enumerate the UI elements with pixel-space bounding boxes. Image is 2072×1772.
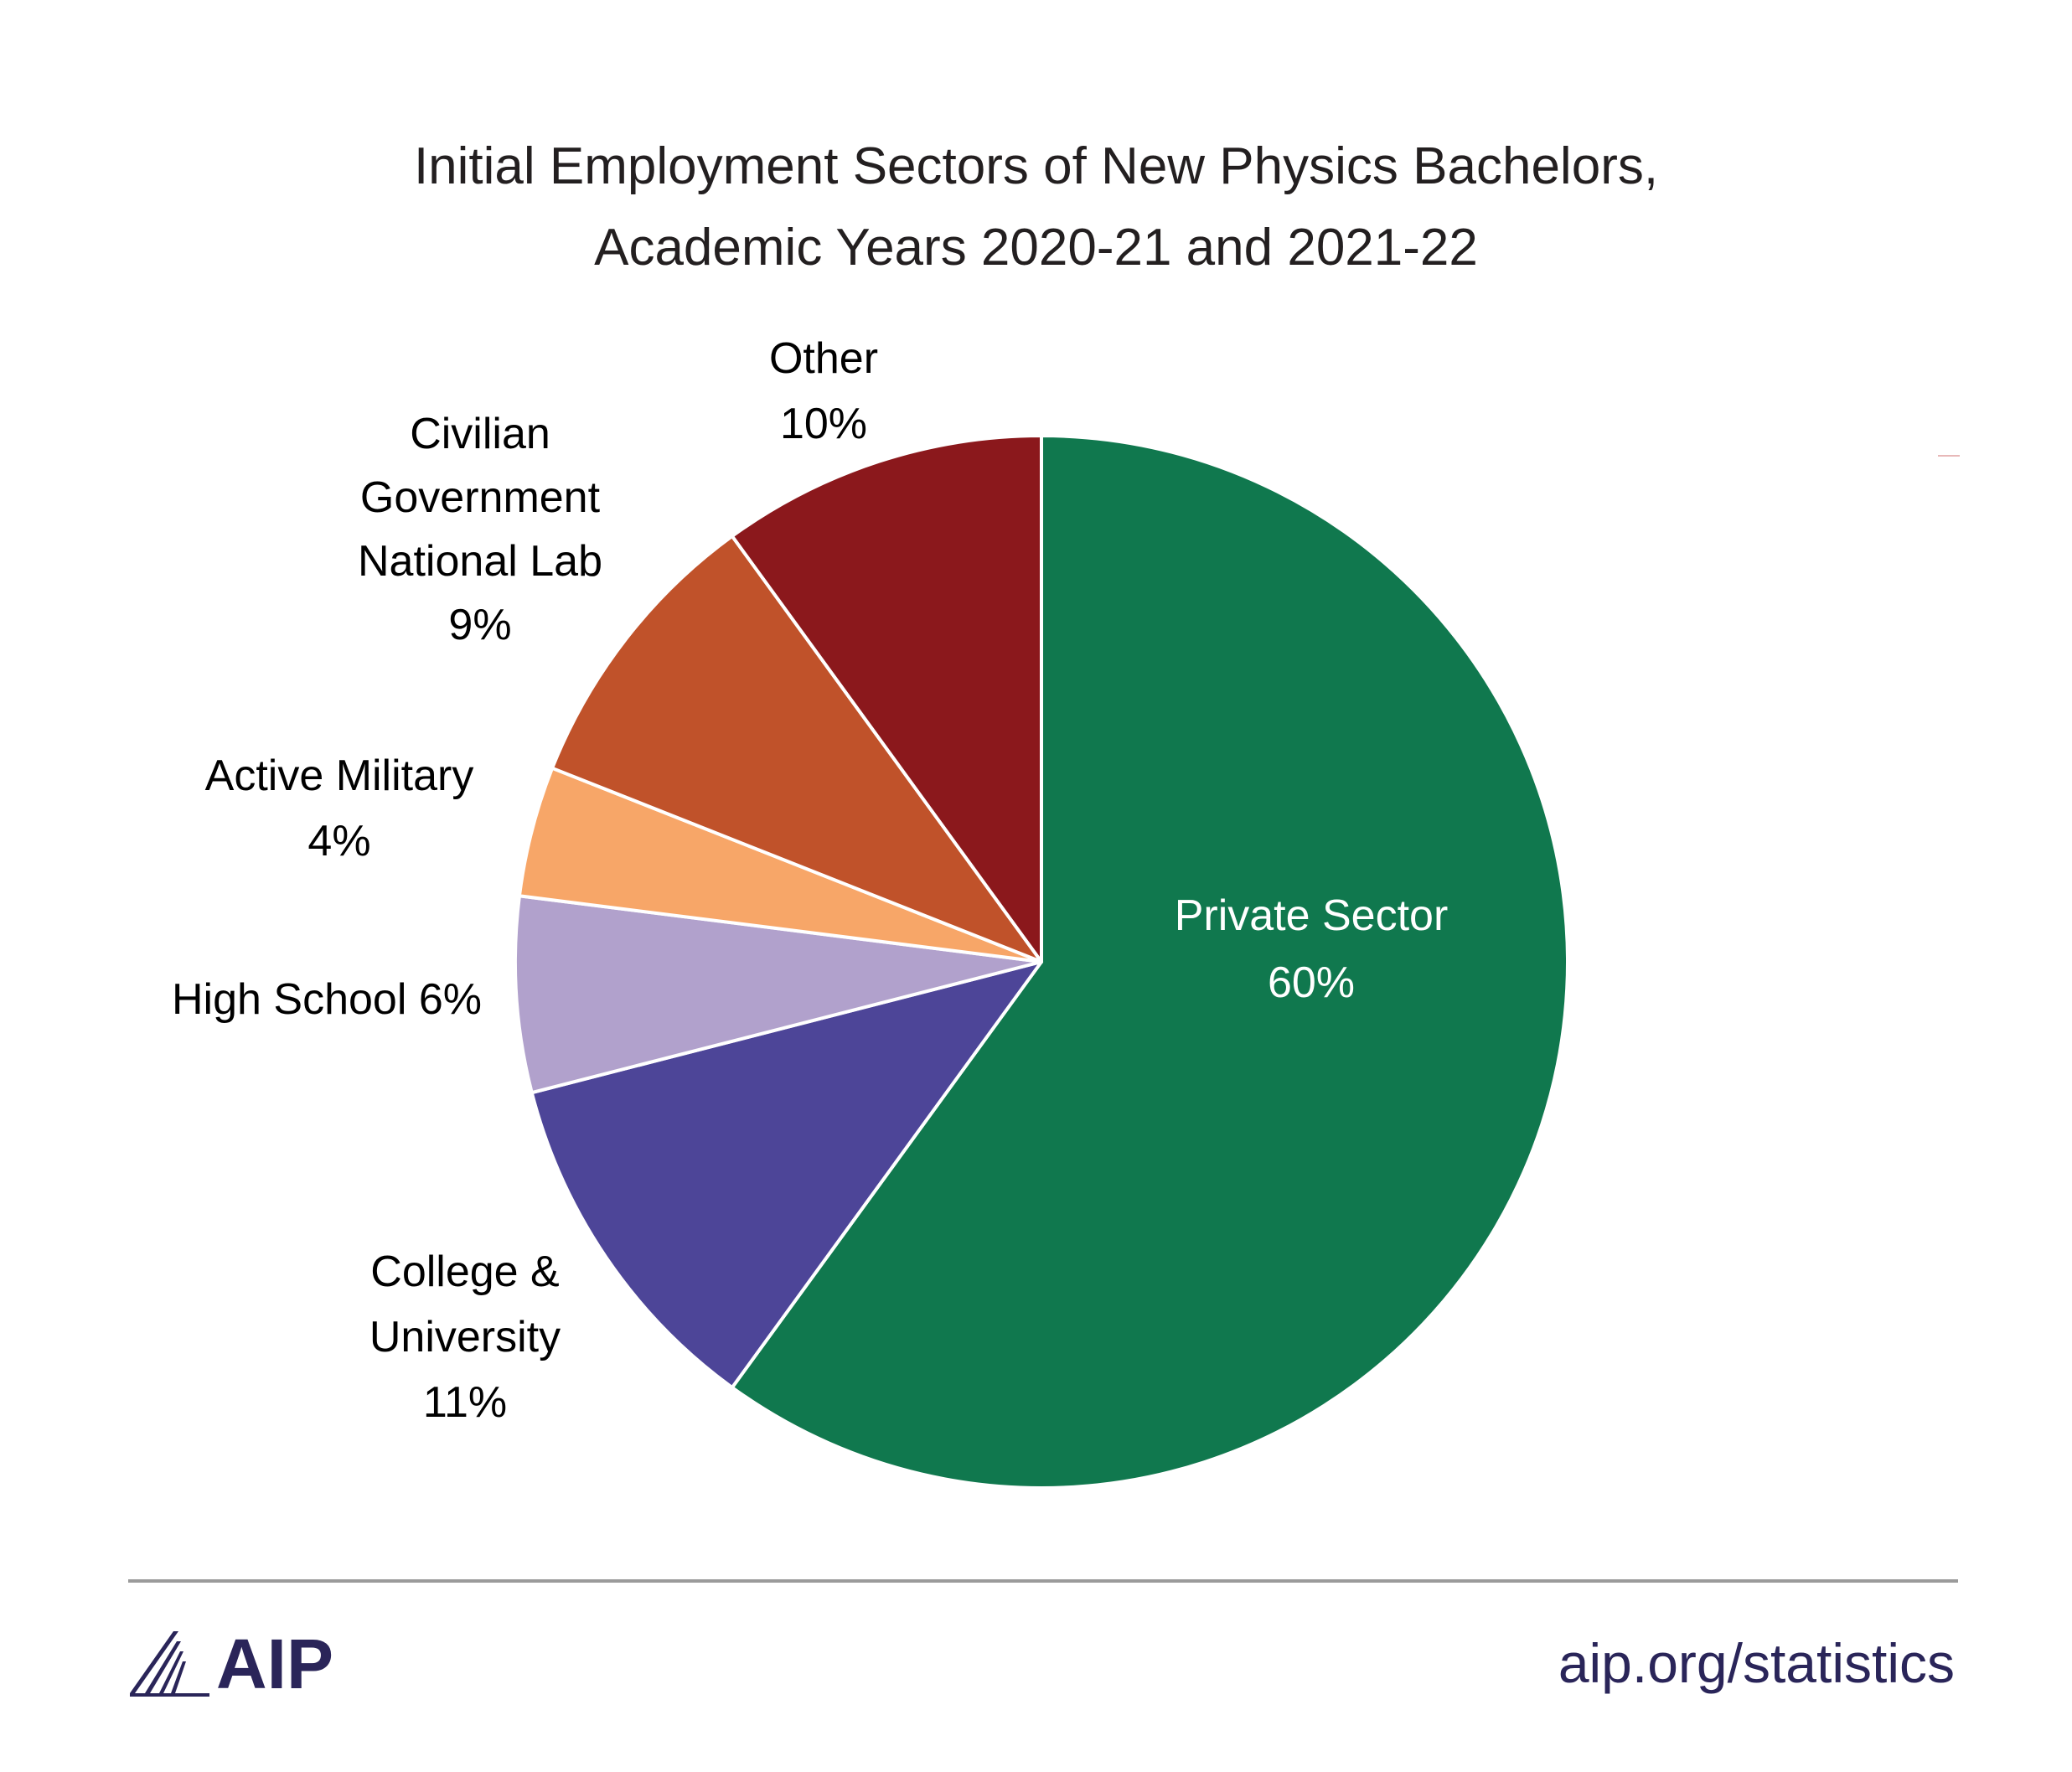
pie-slice-other — [730, 434, 1043, 963]
chart-title-line-1: Initial Employment Sectors of New Physic… — [413, 137, 1659, 195]
pie-slice-college-university — [530, 960, 1043, 1390]
pie-slice-private-sector — [730, 434, 1569, 1490]
slice-label-college-university: College & University 11% — [369, 1248, 561, 1427]
pie-slice-high-school-6 — [514, 894, 1043, 1095]
slice-label-high-school-6: High School 6% — [172, 975, 482, 1024]
website-link[interactable]: aip.org/statistics — [1558, 1632, 1955, 1694]
aip-logo-icon — [130, 1631, 209, 1697]
pie-slice-civilian-government-national-lab — [550, 534, 1043, 963]
decorative-mark — [1938, 455, 1960, 457]
aip-logo-text: AIP — [216, 1625, 334, 1703]
slice-label-civilian-government-national-lab: Civilian Government National Lab 9% — [358, 410, 602, 649]
slice-label-active-military: Active Military 4% — [205, 752, 474, 865]
chart-title-line-2: Academic Years 2020-21 and 2021-22 — [594, 219, 1478, 276]
slice-label-private-sector: Private Sector 60% — [1175, 891, 1449, 1007]
footer-divider — [128, 1579, 1958, 1583]
slice-label-other: Other 10% — [769, 334, 878, 448]
